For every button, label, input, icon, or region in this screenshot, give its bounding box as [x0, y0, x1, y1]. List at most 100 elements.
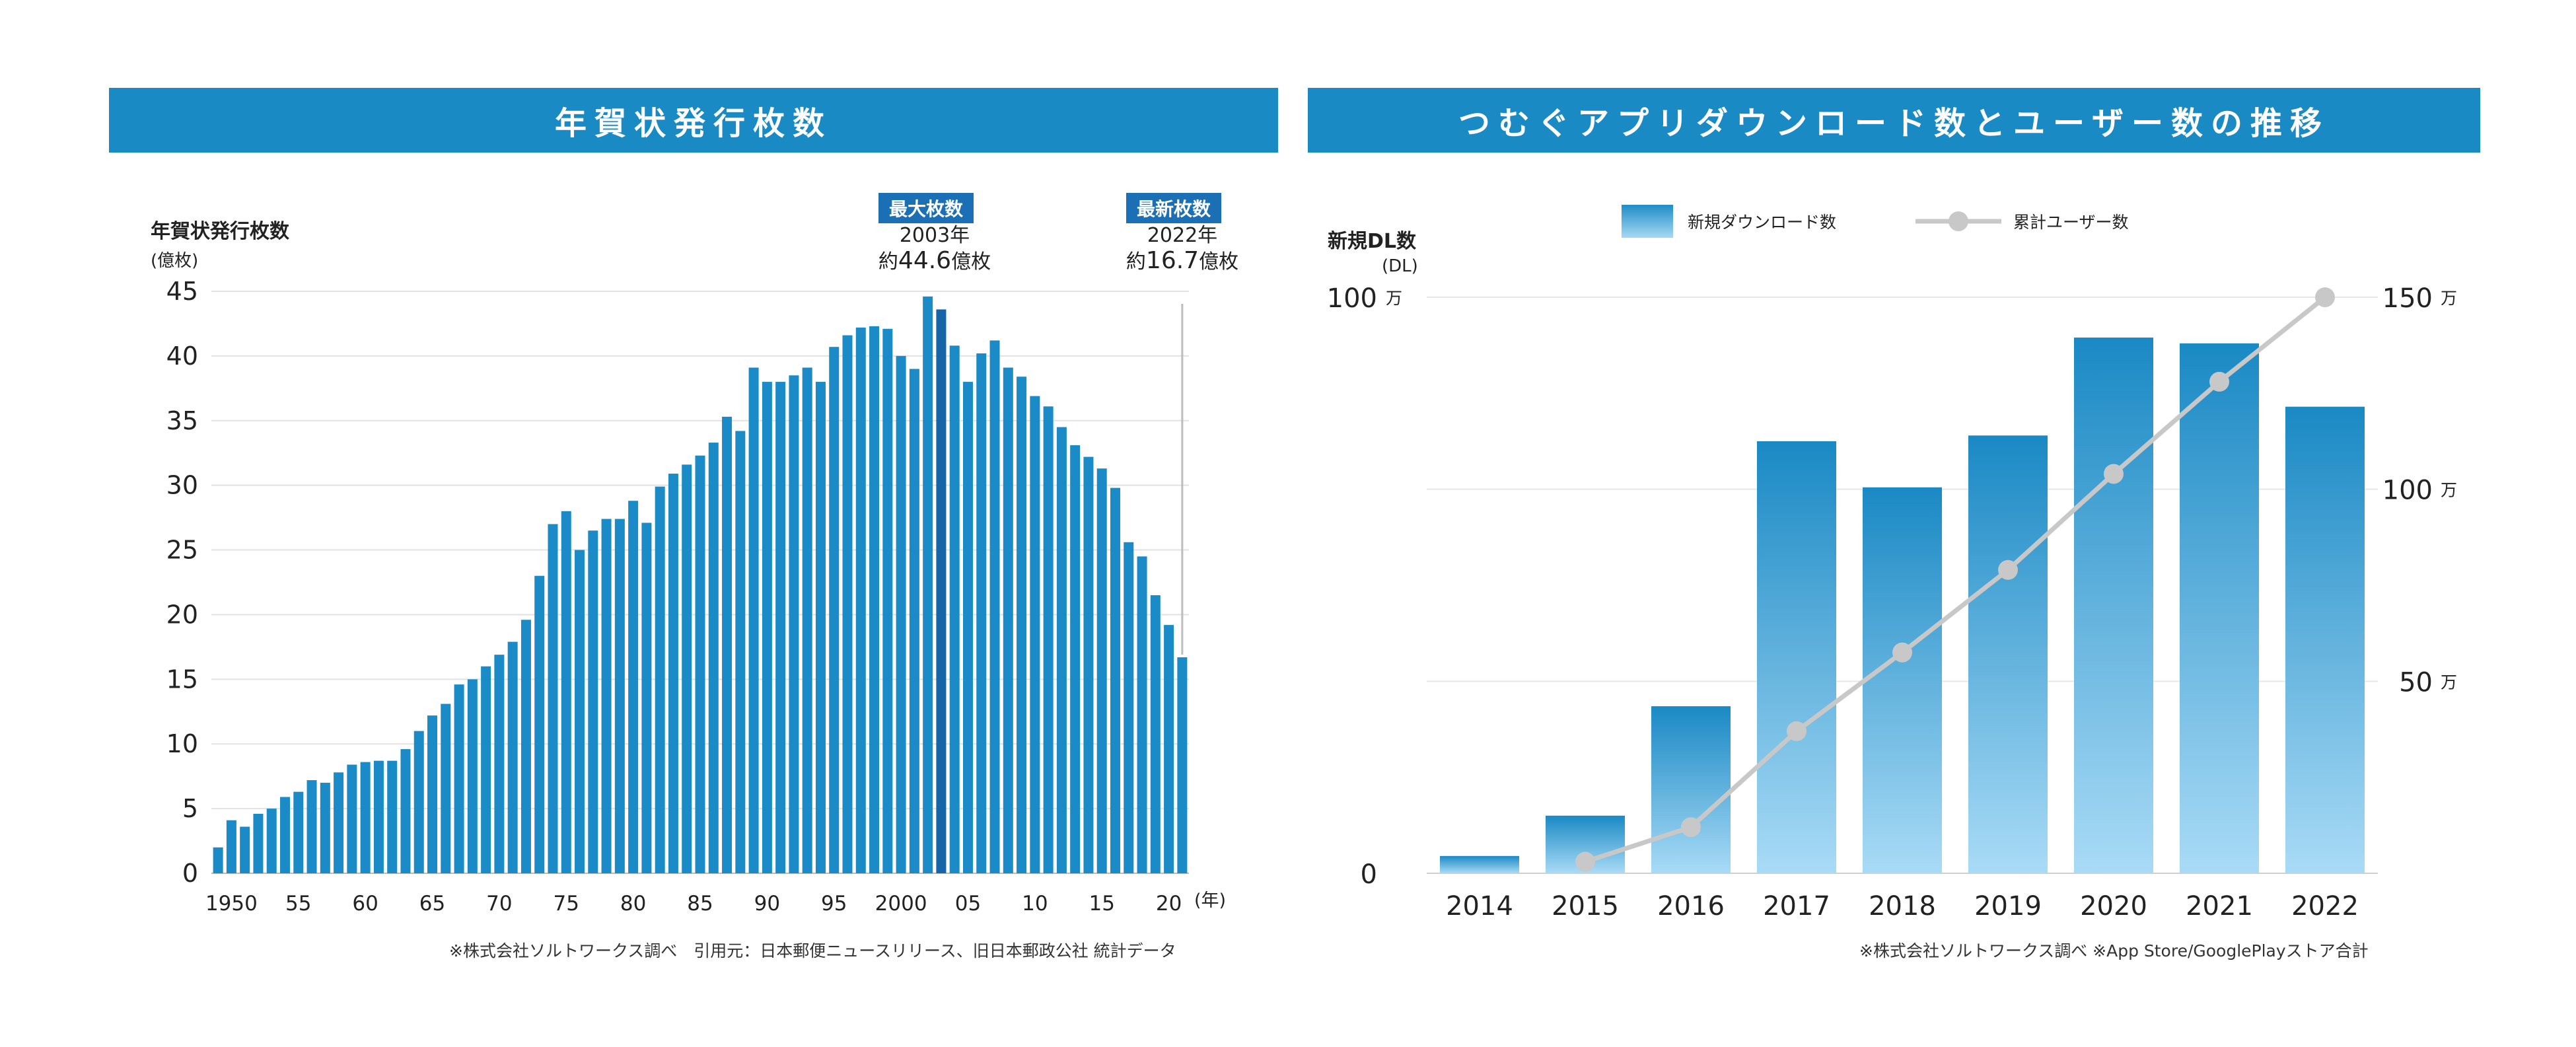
right-y-axis-label: 新規DL数 [1328, 230, 1417, 253]
left-source-note: ※株式会社ソルトワークス調べ 引用元：日本郵便ニュースリリース、旧日本郵政公社 … [449, 941, 1176, 960]
bar-1996 [842, 335, 853, 873]
legend-bar-item: 新規ダウンロード数 [1622, 205, 1836, 238]
left-chart-banner: 年賀状発行枚数 [109, 88, 1278, 153]
right-y-tick-label: 150 [2382, 283, 2433, 314]
bar-1960 [360, 762, 371, 873]
bar-1994 [815, 382, 826, 873]
bar-2002 [923, 296, 933, 873]
bar-2015 [1096, 468, 1107, 873]
legend-line-label: 累計ユーザー数 [2013, 213, 2129, 232]
right-x-tick-label: 2015 [1552, 891, 1619, 921]
left-x-unit: (年) [1194, 890, 1226, 911]
bar-2003 [936, 309, 947, 873]
left-x-tick-label: 75 [554, 892, 579, 916]
right-x-tick-label: 2018 [1869, 891, 1936, 921]
bar-2006 [976, 353, 987, 873]
left-x-tick-label: 2000 [875, 892, 927, 916]
bar-1998 [869, 326, 880, 873]
left-x-tick-label: 55 [285, 892, 311, 916]
bar-1966 [441, 704, 451, 873]
left-x-tick-label: 15 [1089, 892, 1114, 916]
bar-2019 [1150, 595, 1161, 873]
bar-1963 [400, 749, 411, 873]
right-x-tick-label: 2019 [1974, 891, 2042, 921]
bar-1993 [802, 367, 812, 873]
bar-1964 [413, 731, 424, 873]
left-x-tick-label: 70 [486, 892, 512, 916]
bar-1971 [507, 641, 518, 873]
right-left-y-tick-label: 0 [1361, 859, 1377, 890]
bar-1981 [641, 523, 652, 873]
left-y-tick-label: 20 [166, 600, 198, 629]
legend-line-swatch [1915, 211, 2001, 231]
right-chart-panel: つむぐアプリダウンロード数とユーザー数の推移 新規ダウンロード数 累計ユーザー数… [1288, 0, 2576, 1047]
left-y-axis-label: 年賀状発行枚数 [151, 220, 289, 243]
bar-2012 [1056, 427, 1067, 873]
right-left-y-tick-label: 100 [1327, 283, 1377, 314]
left-x-tick-label: 90 [754, 892, 780, 916]
bar-1961 [373, 760, 384, 873]
right-y-tick-unit: 万 [2441, 672, 2457, 692]
left-x-tick-label: 1950 [205, 892, 258, 916]
bar-1950 [226, 820, 236, 873]
right-x-tick-label: 2021 [2186, 891, 2253, 921]
bar-1955 [293, 791, 304, 873]
right-x-tick-label: 2020 [2080, 891, 2147, 921]
bar-1974 [548, 524, 558, 873]
bar-2018 [1137, 556, 1147, 873]
bar-1970 [494, 655, 505, 873]
bar-1997 [855, 327, 866, 874]
dl-bar-2016 [1651, 706, 1731, 873]
bar-1987 [722, 416, 733, 873]
bar-1949 [213, 847, 223, 873]
dl-bar-2017 [1757, 441, 1836, 873]
right-x-tick-label: 2017 [1763, 891, 1830, 921]
left-y-axis-unit: (億枚) [151, 251, 199, 271]
bar-2004 [949, 345, 960, 873]
max-badge: 最大枚数 [878, 193, 974, 223]
bar-2008 [1003, 367, 1013, 873]
bar-1983 [668, 474, 678, 873]
bar-1991 [775, 382, 786, 873]
left-y-tick-label: 30 [166, 471, 198, 500]
bar-1953 [266, 809, 277, 873]
users-point [2209, 371, 2229, 392]
right-left-y-tick-unit: 万 [1386, 289, 1402, 308]
bar-1988 [735, 431, 746, 873]
dl-bar-2022 [2285, 406, 2365, 873]
bar-1967 [454, 684, 464, 873]
left-chart-panel: 年賀状発行枚数 年賀状発行枚数 (億枚) 最大枚数 2003年 約44.6億枚 … [109, 88, 1278, 960]
right-y-tick-label: 100 [2382, 476, 2433, 506]
bar-1959 [347, 764, 357, 873]
bar-1962 [387, 760, 398, 873]
bar-2000 [896, 355, 906, 873]
bar-1984 [682, 464, 692, 873]
bar-2009 [1017, 377, 1027, 873]
right-x-tick-label: 2014 [1446, 891, 1513, 921]
latest-value: 16.7 [1145, 247, 1199, 274]
bar-2010 [1030, 396, 1040, 873]
users-line [1584, 295, 2327, 864]
latest-year: 2022年 [1147, 224, 1218, 247]
right-y-tick-unit: 万 [2441, 289, 2457, 308]
bar-1990 [762, 382, 772, 873]
bar-1975 [561, 511, 571, 873]
right-x-tick-label: 2022 [2291, 891, 2359, 921]
users-point [1892, 642, 1912, 663]
users-point [1575, 851, 1595, 872]
left-y-tick-label: 40 [166, 342, 198, 371]
bar-1986 [708, 443, 719, 873]
bar-1965 [427, 715, 438, 873]
bar-2020 [1164, 625, 1174, 873]
right-y-tick-label: 50 [2399, 667, 2433, 698]
bar-1999 [882, 328, 893, 874]
max-value-line: 約44.6億枚 [878, 247, 991, 274]
bar-1954 [280, 797, 291, 873]
bar-1952 [253, 813, 264, 873]
bar-1957 [320, 782, 330, 873]
bar-1979 [614, 519, 625, 873]
legend-bar-swatch [1622, 205, 1673, 238]
left-x-tick-label: 95 [821, 892, 847, 916]
dl-bar-2020 [2074, 338, 2153, 873]
